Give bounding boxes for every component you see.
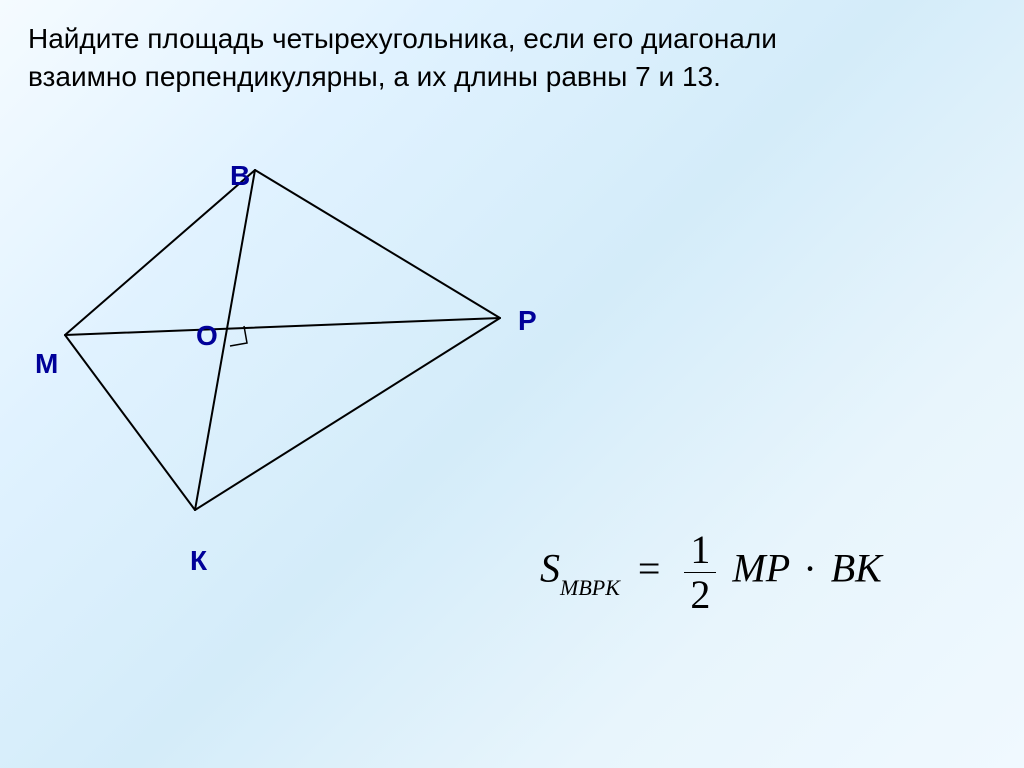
vertex-label-K: К [190, 545, 207, 577]
formula-MP: MP [732, 546, 789, 591]
formula-S: S [540, 546, 560, 591]
formula-equals: = [638, 546, 661, 591]
vertex-label-B: В [230, 160, 250, 192]
formula-fraction: 1 2 [684, 530, 716, 615]
area-formula: SMBPК = 1 2 MP · BК [540, 530, 882, 615]
formula-denominator: 2 [684, 572, 716, 615]
formula-subscript: MBPК [560, 575, 620, 600]
vertex-label-O: О [196, 320, 218, 352]
vertex-label-P: Р [518, 305, 537, 337]
vertex-label-M: М [35, 348, 58, 380]
formula-numerator: 1 [684, 530, 716, 572]
formula-BK: BК [831, 546, 882, 591]
formula-dot: · [803, 546, 816, 591]
geometry-diagram [0, 0, 1024, 768]
